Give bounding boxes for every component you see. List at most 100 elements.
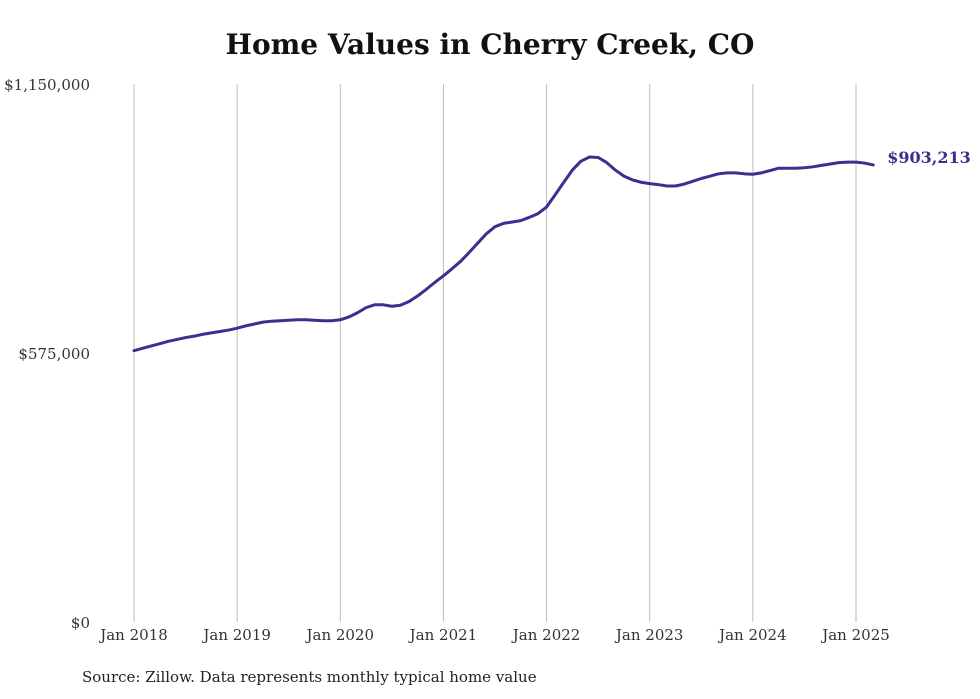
data-point	[588, 156, 590, 158]
data-point	[227, 329, 229, 331]
data-point	[425, 288, 427, 290]
data-point	[760, 172, 762, 174]
data-point	[820, 164, 822, 166]
x-tick-label: Jan 2025	[820, 626, 890, 644]
data-point	[812, 166, 814, 168]
data-point	[356, 312, 358, 314]
data-point	[606, 161, 608, 163]
series-line	[132, 155, 875, 353]
data-point	[245, 325, 247, 327]
data-point	[382, 304, 384, 306]
data-point	[184, 336, 186, 338]
data-point	[631, 179, 633, 181]
x-tick-label: Jan 2021	[408, 626, 478, 644]
data-point	[253, 323, 255, 325]
data-point	[288, 319, 290, 321]
data-point	[623, 175, 625, 177]
data-point	[597, 156, 599, 158]
data-point	[322, 320, 324, 322]
x-tick-label: Jan 2019	[201, 626, 271, 644]
data-point	[313, 319, 315, 321]
data-point	[193, 335, 195, 337]
data-point	[202, 333, 204, 335]
data-point	[846, 161, 848, 163]
data-point	[167, 340, 169, 342]
chart-title: Home Values in Cherry Creek, CO	[225, 28, 755, 61]
x-tick-label: Jan 2022	[511, 626, 581, 644]
data-point	[734, 172, 736, 174]
data-point	[563, 181, 565, 183]
data-point	[614, 169, 616, 171]
data-point	[786, 167, 788, 169]
data-point	[683, 183, 685, 185]
data-point	[365, 306, 367, 308]
data-point	[752, 173, 754, 175]
data-point	[795, 167, 797, 169]
data-point	[726, 172, 728, 174]
data-point	[305, 319, 307, 321]
series-layer: $903,213	[132, 148, 971, 353]
data-point	[468, 251, 470, 253]
data-point	[692, 180, 694, 182]
y-tick-label: $1,150,000	[4, 76, 90, 94]
data-point	[511, 221, 513, 223]
data-point	[502, 222, 504, 224]
data-point	[838, 161, 840, 163]
data-point	[210, 332, 212, 334]
data-point	[331, 320, 333, 322]
end-value-label: $903,213	[887, 148, 971, 167]
data-point	[769, 169, 771, 171]
data-point	[571, 169, 573, 171]
data-point	[391, 305, 393, 307]
data-point	[528, 216, 530, 218]
data-point	[408, 300, 410, 302]
data-point	[416, 295, 418, 297]
data-point	[270, 320, 272, 322]
axis-labels: Jan 2018 Jan 2019 Jan 2020 Jan 2021 Jan 2022…	[4, 76, 890, 644]
data-point	[709, 175, 711, 177]
gridlines	[133, 84, 857, 622]
data-point	[657, 183, 659, 185]
data-point	[141, 347, 143, 349]
data-point	[477, 242, 479, 244]
data-point	[829, 163, 831, 165]
data-point	[777, 167, 779, 169]
x-tick-label: Jan 2018	[98, 626, 168, 644]
x-tick-label: Jan 2023	[614, 626, 684, 644]
data-point	[545, 206, 547, 208]
data-point	[700, 177, 702, 179]
data-point	[872, 164, 874, 166]
data-point	[494, 225, 496, 227]
data-point	[348, 316, 350, 318]
data-point	[219, 330, 221, 332]
x-tick-label: Jan 2024	[717, 626, 787, 644]
data-point	[580, 160, 582, 162]
data-point	[176, 338, 178, 340]
data-point	[666, 185, 668, 187]
data-point	[863, 162, 865, 164]
data-point	[649, 182, 651, 184]
data-point	[537, 212, 539, 214]
y-tick-label: $0	[71, 614, 90, 632]
data-point	[262, 321, 264, 323]
data-point	[236, 327, 238, 329]
data-point	[296, 319, 298, 321]
x-tick-label: Jan 2020	[305, 626, 375, 644]
data-point	[451, 268, 453, 270]
data-point	[459, 260, 461, 262]
data-point	[743, 173, 745, 175]
data-point	[339, 319, 341, 321]
data-point	[434, 281, 436, 283]
data-point	[399, 304, 401, 306]
data-point	[373, 304, 375, 306]
data-point	[803, 167, 805, 169]
data-point	[442, 275, 444, 277]
data-point	[674, 185, 676, 187]
data-point	[554, 194, 556, 196]
source-note: Source: Zillow. Data represents monthly …	[82, 668, 537, 686]
data-point	[279, 320, 281, 322]
data-point	[133, 349, 135, 351]
data-point	[159, 342, 161, 344]
data-point	[150, 345, 152, 347]
